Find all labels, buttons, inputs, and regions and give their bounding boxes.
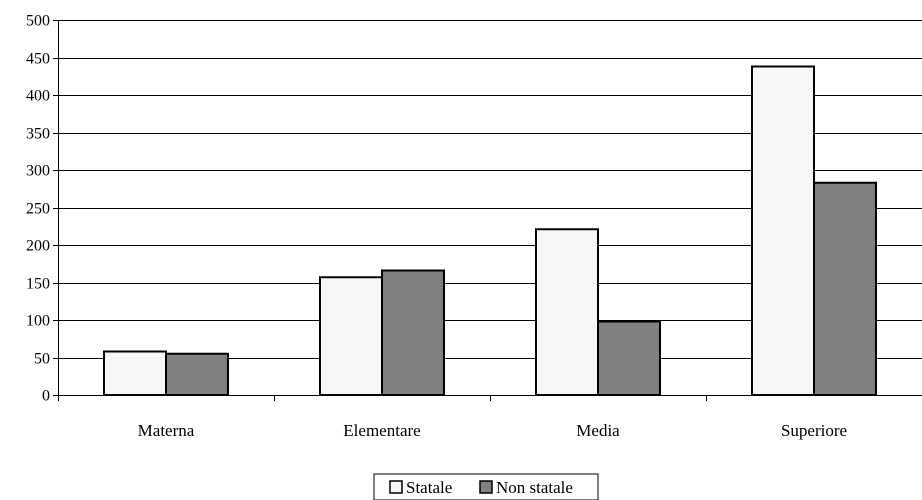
y-tick-label: 0	[42, 388, 50, 405]
legend-label-non-statale: Non statale	[496, 478, 573, 497]
y-tick-label: 200	[26, 238, 50, 255]
bar-non-statale-media	[597, 320, 661, 396]
y-tick-label: 400	[26, 88, 50, 105]
y-tick-label: 50	[34, 351, 50, 368]
y-tick-label: 100	[26, 313, 50, 330]
legend: Statale Non statale	[373, 473, 599, 500]
x-axis-labels: Materna Elementare Media Superiore	[138, 421, 847, 440]
bar-statale-media	[535, 228, 599, 396]
bar-non-statale-elementare	[381, 269, 445, 396]
y-tick-label: 450	[26, 51, 50, 68]
bars	[103, 65, 877, 396]
bar-statale-materna	[103, 350, 167, 396]
bar-non-statale-materna	[165, 352, 229, 396]
gridlines	[58, 20, 922, 359]
y-tick-label: 350	[26, 126, 50, 143]
legend-swatch-statale	[389, 480, 403, 494]
axes	[58, 20, 922, 401]
y-tick-label: 150	[26, 276, 50, 293]
x-category-label: Elementare	[343, 421, 420, 440]
bar-statale-superiore	[751, 65, 815, 396]
x-category-label: Superiore	[781, 421, 847, 440]
y-axis-ticks: 0 50 100 150 200 250 300 350 400 450 500	[26, 13, 58, 405]
legend-swatch-non-statale	[479, 480, 493, 494]
y-tick-label: 250	[26, 201, 50, 218]
y-tick-label: 300	[26, 163, 50, 180]
legend-label-statale: Statale	[406, 478, 452, 497]
x-category-label: Media	[576, 421, 620, 440]
bar-statale-elementare	[319, 276, 383, 396]
bar-non-statale-superiore	[813, 181, 877, 396]
y-tick-label: 500	[26, 13, 50, 30]
x-category-label: Materna	[138, 421, 195, 440]
